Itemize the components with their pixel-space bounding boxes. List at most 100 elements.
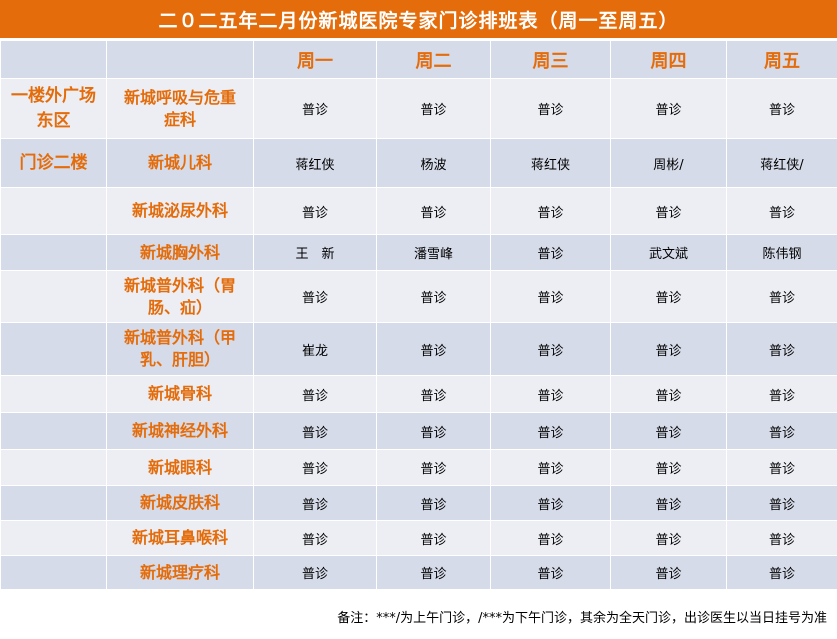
day-header-fri: 周五 [726, 40, 837, 79]
schedule-cell: 普诊 [253, 412, 377, 450]
schedule-cell: 普诊 [490, 520, 611, 556]
table-row: 新城理疗科 普诊 普诊 普诊 普诊 普诊 [0, 555, 837, 590]
schedule-cell: 普诊 [726, 187, 837, 235]
schedule-cell: 普诊 [253, 485, 377, 521]
schedule-cell: 普诊 [490, 322, 611, 376]
schedule-cell: 普诊 [253, 555, 377, 590]
header-dept-cell [106, 40, 254, 79]
schedule-cell: 普诊 [376, 187, 491, 235]
dept-name: 新城儿科 [106, 138, 254, 188]
location-label [0, 270, 107, 323]
schedule-cell: 普诊 [376, 555, 491, 590]
schedule-cell: 普诊 [376, 375, 491, 413]
schedule-cell: 普诊 [726, 412, 837, 450]
location-label [0, 520, 107, 556]
day-header-tue: 周二 [376, 40, 491, 79]
schedule-cell: 普诊 [726, 322, 837, 376]
schedule-cell: 普诊 [490, 375, 611, 413]
schedule-cell: 普诊 [376, 412, 491, 450]
location-label [0, 412, 107, 450]
schedule-cell: 普诊 [490, 234, 611, 271]
schedule-cell: 普诊 [490, 555, 611, 590]
location-label [0, 555, 107, 590]
table-row: 门诊二楼 新城儿科 蒋红侠 杨波 蒋红侠 周彬/ 蒋红侠/ [0, 138, 837, 188]
table-row: 新城神经外科 普诊 普诊 普诊 普诊 普诊 [0, 412, 837, 450]
schedule-cell: 普诊 [610, 520, 727, 556]
schedule-cell: 普诊 [253, 449, 377, 486]
page-title: 二０二五年二月份新城医院专家门诊排班表（周一至周五） [0, 0, 837, 38]
dept-name: 新城胸外科 [106, 234, 254, 271]
table-row: 新城泌尿外科 普诊 普诊 普诊 普诊 普诊 [0, 187, 837, 235]
schedule-cell: 普诊 [253, 270, 377, 323]
schedule-table: 周一 周二 周三 周四 周五 一楼外广场东区 新城呼吸与危重症科 普诊 普诊 普… [0, 40, 837, 590]
table-row: 一楼外广场东区 新城呼吸与危重症科 普诊 普诊 普诊 普诊 普诊 [0, 78, 837, 139]
schedule-cell: 普诊 [490, 485, 611, 521]
schedule-cell: 普诊 [610, 270, 727, 323]
header-location-cell [0, 40, 107, 79]
schedule-cell: 普诊 [610, 449, 727, 486]
schedule-cell: 普诊 [376, 78, 491, 139]
schedule-cell: 普诊 [726, 78, 837, 139]
schedule-cell: 普诊 [376, 449, 491, 486]
location-label [0, 234, 107, 271]
schedule-cell: 普诊 [490, 449, 611, 486]
footnote: 备注：***/为上午门诊，/***为下午门诊，其余为全天门诊，出诊医生以当日挂号… [337, 611, 827, 626]
dept-name: 新城普外科（胃肠、疝） [106, 270, 254, 323]
schedule-cell: 普诊 [726, 520, 837, 556]
header-row: 周一 周二 周三 周四 周五 [0, 40, 837, 79]
schedule-cell: 普诊 [253, 78, 377, 139]
dept-name: 新城泌尿外科 [106, 187, 254, 235]
schedule-cell: 蒋红侠 [490, 138, 611, 188]
schedule-cell: 普诊 [376, 520, 491, 556]
schedule-cell: 蒋红侠 [253, 138, 377, 188]
schedule-cell: 普诊 [490, 270, 611, 323]
schedule-cell: 陈伟钢 [726, 234, 837, 271]
schedule-cell: 普诊 [376, 270, 491, 323]
dept-name: 新城理疗科 [106, 555, 254, 590]
schedule-cell: 杨波 [376, 138, 491, 188]
dept-name: 新城普外科（甲乳、肝胆） [106, 322, 254, 376]
location-label [0, 485, 107, 521]
schedule-cell: 王 新 [253, 234, 377, 271]
schedule-cell: 普诊 [610, 78, 727, 139]
schedule-cell: 普诊 [610, 412, 727, 450]
table-row: 新城骨科 普诊 普诊 普诊 普诊 普诊 [0, 375, 837, 413]
table-row: 新城普外科（甲乳、肝胆） 崔龙 普诊 普诊 普诊 普诊 [0, 322, 837, 376]
location-label [0, 322, 107, 376]
schedule-cell: 普诊 [490, 412, 611, 450]
schedule-cell: 普诊 [610, 555, 727, 590]
schedule-cell: 普诊 [253, 187, 377, 235]
schedule-cell: 普诊 [726, 375, 837, 413]
schedule-cell: 普诊 [726, 485, 837, 521]
schedule-cell: 普诊 [253, 375, 377, 413]
day-header-wed: 周三 [490, 40, 611, 79]
location-label: 一楼外广场东区 [0, 78, 107, 139]
schedule-cell: 普诊 [253, 520, 377, 556]
schedule-cell: 潘雪峰 [376, 234, 491, 271]
table-row: 新城眼科 普诊 普诊 普诊 普诊 普诊 [0, 449, 837, 486]
location-label [0, 187, 107, 235]
location-label: 门诊二楼 [0, 138, 107, 188]
schedule-cell: 普诊 [376, 322, 491, 376]
schedule-cell: 普诊 [610, 375, 727, 413]
schedule-cell: 普诊 [726, 449, 837, 486]
schedule-cell: 武文斌 [610, 234, 727, 271]
schedule-cell: 普诊 [376, 485, 491, 521]
schedule-cell: 普诊 [490, 78, 611, 139]
table-row: 新城皮肤科 普诊 普诊 普诊 普诊 普诊 [0, 485, 837, 521]
location-label [0, 449, 107, 486]
dept-name: 新城神经外科 [106, 412, 254, 450]
day-header-thu: 周四 [610, 40, 727, 79]
dept-name: 新城呼吸与危重症科 [106, 78, 254, 139]
schedule-cell: 崔龙 [253, 322, 377, 376]
schedule-cell: 周彬/ [610, 138, 727, 188]
location-label [0, 375, 107, 413]
dept-name: 新城耳鼻喉科 [106, 520, 254, 556]
table-row: 新城耳鼻喉科 普诊 普诊 普诊 普诊 普诊 [0, 520, 837, 556]
dept-name: 新城眼科 [106, 449, 254, 486]
schedule-cell: 普诊 [610, 187, 727, 235]
schedule-cell: 蒋红侠/ [726, 138, 837, 188]
dept-name: 新城骨科 [106, 375, 254, 413]
day-header-mon: 周一 [253, 40, 377, 79]
